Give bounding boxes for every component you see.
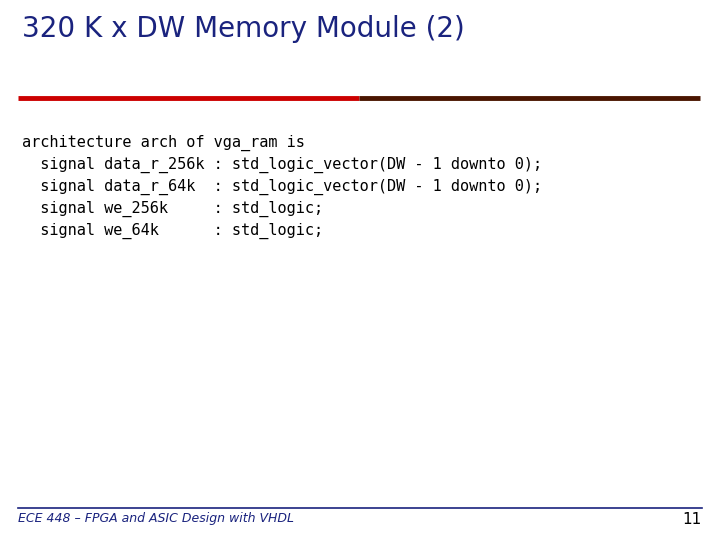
Text: signal we_64k      : std_logic;: signal we_64k : std_logic; (22, 223, 323, 239)
Text: signal data_r_64k  : std_logic_vector(DW - 1 downto 0);: signal data_r_64k : std_logic_vector(DW … (22, 179, 542, 195)
Text: signal data_r_256k : std_logic_vector(DW - 1 downto 0);: signal data_r_256k : std_logic_vector(DW… (22, 157, 542, 173)
Text: 11: 11 (683, 512, 702, 527)
Text: 320 K x DW Memory Module (2): 320 K x DW Memory Module (2) (22, 15, 464, 43)
Text: signal we_256k     : std_logic;: signal we_256k : std_logic; (22, 201, 323, 217)
Text: ECE 448 – FPGA and ASIC Design with VHDL: ECE 448 – FPGA and ASIC Design with VHDL (18, 512, 294, 525)
Text: architecture arch of vga_ram is: architecture arch of vga_ram is (22, 135, 305, 151)
